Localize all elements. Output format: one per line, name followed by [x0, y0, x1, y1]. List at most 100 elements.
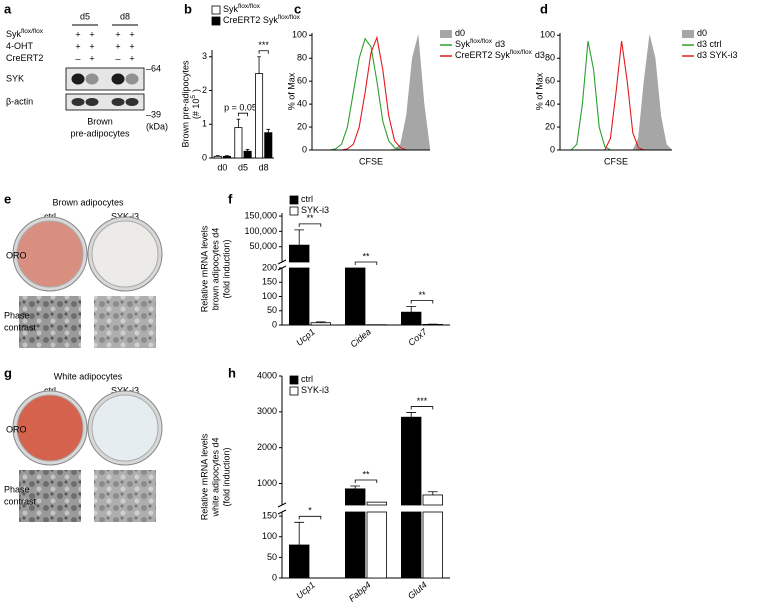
dish: [91, 394, 159, 462]
legend-label: SYK-i3: [301, 205, 329, 215]
y-axis-label: white adipocytes d4: [210, 437, 220, 517]
bar: [243, 150, 252, 159]
stain-label: ORO: [6, 424, 27, 434]
lane-sign: +: [75, 41, 80, 51]
legend-label: d3 ctrl: [697, 39, 722, 49]
axis-break: [277, 259, 287, 265]
y-axis-label: Relative mRNA levels: [199, 225, 209, 312]
significance-bracket: [237, 112, 249, 117]
blot-band: [125, 73, 139, 85]
y-tick-label: 0: [202, 152, 207, 162]
legend-swatch: [289, 375, 299, 385]
significance-bracket: [298, 515, 322, 520]
lane-sign: +: [129, 41, 134, 51]
row-label-part: CreERT2: [6, 53, 43, 63]
error-bar: [427, 491, 438, 495]
y-tick-label: 1000: [257, 478, 277, 488]
bar: [366, 511, 388, 579]
bar: [255, 73, 264, 159]
row-label: Sykflox/flox: [6, 28, 44, 40]
error-bar: [236, 118, 241, 128]
phase-label: contrast: [4, 496, 37, 506]
blot-band: [85, 73, 99, 85]
phase-image: [19, 296, 81, 348]
error-bar: [257, 56, 261, 74]
y-axis-label: Relative mRNA levels: [199, 433, 209, 520]
legend-swatch: [289, 386, 299, 396]
y-axis-unit-part: ): [191, 89, 201, 92]
legend-label-part: ctrl: [301, 374, 313, 384]
y-tick-label: 2000: [257, 442, 277, 452]
y-tick-label: 60: [297, 76, 307, 86]
bar: [213, 155, 222, 159]
significance-label: **: [362, 469, 370, 479]
y-axis-label: (fold induction): [221, 239, 231, 298]
y-tick-label: 100: [292, 30, 307, 40]
y-tick-label: 80: [545, 53, 555, 63]
legend-label-part: CreERT2 Syk: [223, 15, 278, 25]
panel-label: a: [4, 1, 12, 16]
marker-unit: (kDa): [146, 121, 168, 131]
panel-label: b: [184, 1, 192, 16]
significance-bracket: [354, 261, 378, 265]
legend-label: Sykflox/flox: [223, 3, 261, 15]
y-tick-label: 3: [202, 51, 207, 61]
column-label: ctrl: [44, 385, 56, 395]
column-label: SYK-i3: [111, 211, 139, 221]
panel-label: c: [294, 1, 301, 16]
y-tick-label: 3000: [257, 406, 277, 416]
time-label: d8: [120, 11, 130, 21]
significance-bracket: [410, 406, 434, 410]
legend-label: CreERT2 Sykflox/flox: [223, 14, 301, 26]
significance-bracket: [410, 300, 434, 304]
lane-sign: –: [75, 53, 80, 63]
x-tick-label: d5: [238, 162, 248, 172]
legend-swatch: [211, 16, 221, 26]
legend-label-part: d3: [535, 50, 545, 60]
x-tick-label: Fabp4: [347, 580, 373, 604]
blot-band: [71, 73, 85, 85]
x-axis-label: CFSE: [604, 156, 628, 166]
significance-label: ***: [417, 396, 428, 406]
y-tick-label: 60: [545, 76, 555, 86]
legend-label-part: Syk: [223, 4, 239, 14]
axis-break: [277, 509, 287, 515]
significance-label: *: [308, 506, 312, 516]
legend-label-part: Syk: [455, 39, 471, 49]
x-tick-label: d0: [217, 162, 227, 172]
legend-label: d3 SYK-i3: [697, 50, 738, 60]
y-tick-label: 4000: [257, 370, 277, 380]
phase-image: [19, 470, 81, 522]
error-bar: [266, 128, 271, 133]
legend-label-part: CreERT2 Syk: [455, 50, 510, 60]
legend-swatch: [682, 30, 694, 38]
y-tick-label: 150,000: [244, 210, 277, 220]
axis-break: [277, 502, 287, 508]
lane-sign: +: [115, 41, 120, 51]
legend-label-part: flox/flox: [510, 49, 533, 56]
legend-label: SYK-i3: [301, 385, 329, 395]
row-label: 4-OHT: [6, 41, 34, 51]
error-bar: [294, 521, 305, 545]
lane-sign: +: [75, 29, 80, 39]
bar: [264, 132, 273, 159]
y-tick-label: 0: [272, 319, 277, 329]
image-title: White adipocytes: [54, 371, 123, 381]
y-tick-label: 100: [540, 30, 555, 40]
blot-band: [111, 73, 125, 85]
y-tick-label: 20: [297, 121, 307, 131]
bar: [222, 155, 231, 159]
significance-label: **: [306, 213, 314, 223]
y-tick-label: 200: [262, 262, 277, 272]
band-label: β-actin: [6, 96, 33, 106]
dish: [16, 220, 84, 288]
blot-frame: [65, 67, 145, 91]
legend-label: d0: [455, 28, 465, 38]
bar: [234, 127, 243, 159]
blot-band: [111, 98, 125, 106]
significance-bracket: [298, 223, 322, 227]
time-label: d5: [80, 11, 90, 21]
bar: [400, 416, 422, 506]
y-axis-unit-part: (# 10: [191, 99, 201, 120]
